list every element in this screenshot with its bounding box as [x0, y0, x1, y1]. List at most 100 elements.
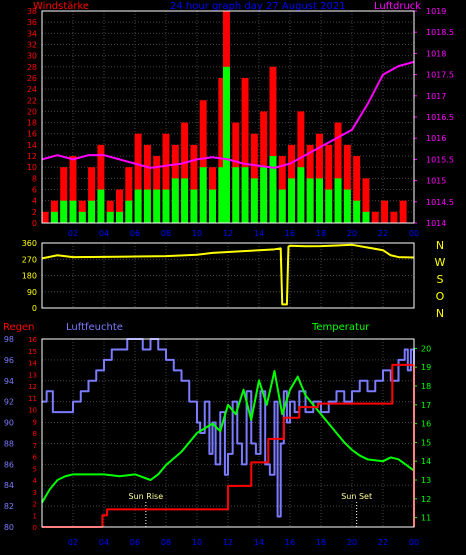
wind-avg-bar [362, 211, 370, 223]
wind-y-tick-label: 22 [27, 96, 37, 105]
rain-y-tick-label: 15 [28, 348, 37, 356]
wind-avg-bar [78, 211, 86, 223]
x-tick-label: 00 [409, 229, 419, 238]
rain-y-tick-label: 8 [33, 430, 37, 438]
x-tick-label: 16 [285, 229, 295, 238]
wind-y-tick-label: 38 [27, 7, 37, 16]
humidity-y-tick-label: 94 [4, 377, 14, 386]
wind-avg-bar [143, 189, 151, 223]
wind-gust-bar [88, 167, 96, 223]
temperature-y-tick-label: 20 [421, 344, 431, 353]
lower-x-tick-label: 14 [254, 538, 264, 547]
temperature-axis-title: Temperatur [312, 322, 370, 333]
wind-gust-bar [153, 156, 161, 223]
wind-y-tick-label: 12 [27, 152, 37, 161]
wind-direction-plot-frame [41, 242, 415, 309]
wind-avg-bar [162, 189, 170, 223]
wind-y-tick-label: 4 [32, 197, 37, 206]
wind-y-tick-label: 8 [32, 174, 37, 183]
wind-avg-bar [209, 189, 216, 223]
rain-y-tick-label: 7 [33, 442, 37, 450]
wind-gust-bar [134, 133, 142, 223]
compass-letter: N [436, 239, 444, 252]
humidity-y-tick-label: 88 [4, 439, 14, 448]
x-tick-label: 14 [254, 229, 264, 238]
wind-gust-bar [343, 144, 351, 223]
wind-avg-bar [222, 66, 230, 223]
wind-avg-bar [199, 167, 207, 223]
wind-direction-line [41, 243, 415, 306]
pressure-y-tick-label: 1015 [426, 177, 446, 186]
wind-gust-bar [278, 156, 286, 223]
humidity-y-tick-label: 98 [4, 335, 14, 344]
wind-gust-bar [162, 133, 170, 223]
rain-y-tick-label: 14 [28, 360, 37, 368]
rain-axis-title: Regen [3, 322, 35, 333]
temperature-y-tick-label: 12 [421, 495, 431, 504]
graph-title: 24 hour graph day 27 August 2021 [170, 1, 346, 12]
pressure-y-tick-label: 1016.5 [426, 113, 454, 122]
wind-y-tick-label: 2 [32, 208, 37, 217]
direction-y-tick-label: 90 [27, 288, 37, 297]
wind-y-tick-label: 30 [27, 52, 37, 61]
temperature-y-tick-label: 14 [421, 457, 431, 466]
wind-avg-bar [325, 189, 333, 223]
temperature-y-tick-label: 18 [421, 382, 431, 391]
lower-x-tick-label: 06 [130, 538, 140, 547]
humidity-y-tick-label: 90 [4, 419, 14, 428]
lower-x-tick-label: 16 [285, 538, 295, 547]
rain-y-tick-label: 2 [33, 501, 37, 509]
x-tick-label: 08 [161, 229, 171, 238]
x-tick-label: 06 [130, 229, 140, 238]
wind-avg-bar [269, 156, 277, 223]
wind-y-tick-label: 26 [27, 74, 37, 83]
x-tick-label: 20 [347, 229, 357, 238]
x-tick-label: 18 [316, 229, 326, 238]
wind-avg-bar [181, 178, 189, 223]
humidity-axis-title: Luftfeuchte [66, 322, 123, 333]
temperature-y-tick-label: 11 [421, 514, 431, 523]
lower-x-tick-label: 02 [68, 538, 78, 547]
x-tick-label: 10 [192, 229, 202, 238]
x-tick-label: 12 [223, 229, 233, 238]
pressure-axis-title: Luftdruck [374, 1, 422, 12]
wind-y-tick-label: 32 [27, 40, 37, 49]
wind-avg-bar [297, 167, 305, 223]
lower-x-tick-label: 10 [192, 538, 202, 547]
lower-x-tick-label: 00 [409, 538, 419, 547]
wind-y-tick-label: 0 [32, 219, 37, 228]
wind-avg-bar [232, 167, 240, 223]
rain-y-tick-label: 0 [33, 524, 37, 532]
wind-avg-bar [218, 167, 226, 223]
rain-y-tick-label: 5 [33, 465, 37, 473]
direction-y-tick-label: 360 [22, 239, 37, 248]
wind-gust-bar [143, 144, 151, 223]
lower-x-tick-label: 08 [161, 538, 171, 547]
wind-gust-bar [60, 167, 68, 223]
direction-y-tick-label: 270 [22, 255, 37, 264]
wind-avg-bar [241, 167, 249, 223]
wind-gust-bar [362, 178, 370, 223]
wind-gust-bar [269, 66, 277, 223]
wind-avg-bar [278, 189, 286, 223]
wind-avg-bar [97, 189, 105, 223]
wind-y-tick-label: 14 [27, 141, 37, 150]
temperature-y-tick-label: 17 [421, 401, 431, 410]
wind-y-tick-label: 24 [27, 85, 37, 94]
wind-gust-bar [41, 211, 49, 223]
lower-x-tick-label: 04 [99, 538, 109, 547]
wind-y-tick-label: 16 [27, 130, 37, 139]
humidity-y-tick-label: 96 [4, 356, 14, 365]
wind-gust-bar [181, 122, 189, 223]
wind-avg-bar [50, 211, 58, 223]
wind-y-tick-label: 6 [32, 186, 37, 195]
pressure-y-tick-label: 1015.5 [426, 155, 454, 164]
wind-avg-bar [106, 211, 114, 223]
x-tick-label: 02 [68, 229, 78, 238]
rain-y-tick-label: 10 [28, 407, 37, 415]
wind-gust-bar [241, 77, 249, 224]
wind-avg-bar [125, 200, 133, 223]
wind-avg-bar [116, 211, 123, 223]
rain-y-tick-label: 9 [33, 418, 37, 426]
wind-avg-bar [69, 200, 77, 223]
